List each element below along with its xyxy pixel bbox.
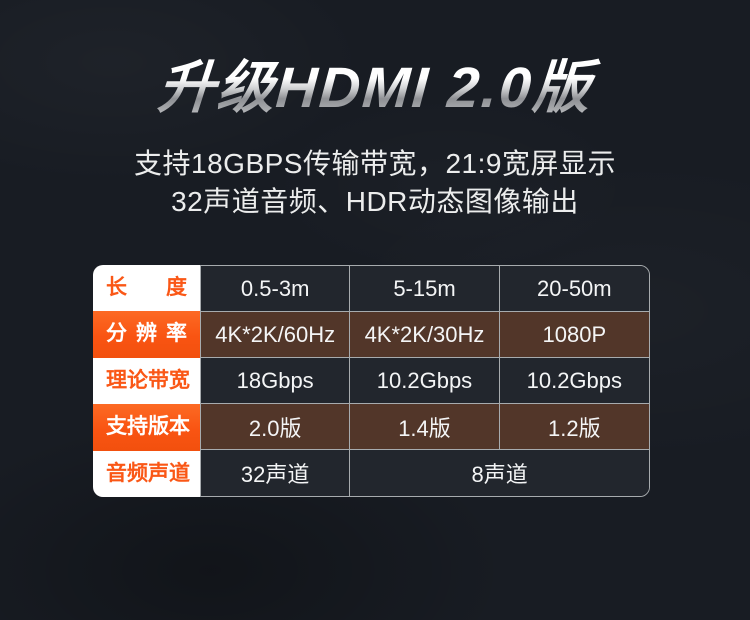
spec-table: 长度 分辨率 理论带宽 支持版本 音频声道 0.5-3m 5-15m 20-50… (93, 265, 650, 497)
row-label-version: 支持版本 (93, 404, 200, 451)
subtitle-line-2: 32声道音频、HDR动态图像输出 (171, 186, 579, 217)
spec-value: 10.2Gbps (350, 358, 500, 404)
page-title: 升级HDMI 2.0版 (0, 54, 750, 122)
spec-value: 1080P (499, 312, 649, 358)
subtitle: 支持18GBPS传输带宽，21:9宽屏显示 32声道音频、HDR动态图像输出 (0, 145, 750, 221)
spec-value: 2.0版 (201, 404, 351, 450)
spec-value: 5-15m (350, 266, 500, 312)
row-label-length: 长度 (106, 276, 187, 299)
row-label-bandwidth: 理论带宽 (106, 368, 190, 392)
spec-value-merged: 8声道 (350, 450, 649, 496)
subtitle-line-1: 支持18GBPS传输带宽，21:9宽屏显示 (134, 148, 616, 179)
spec-value: 4K*2K/30Hz (350, 312, 500, 358)
spec-value: 18Gbps (201, 358, 351, 404)
spec-value: 0.5-3m (201, 266, 351, 312)
spec-table-values: 0.5-3m 5-15m 20-50m 4K*2K/60Hz 4K*2K/30H… (200, 265, 650, 497)
spec-value: 20-50m (499, 266, 649, 312)
spec-value: 32声道 (201, 450, 351, 496)
spec-value: 4K*2K/60Hz (201, 312, 351, 358)
spec-value: 10.2Gbps (499, 358, 649, 404)
row-label-resolution: 分辨率 (93, 311, 200, 358)
row-label-channels: 音频声道 (106, 461, 190, 485)
spec-value: 1.4版 (350, 404, 500, 450)
spec-table-label-column: 长度 分辨率 理论带宽 支持版本 音频声道 (93, 265, 200, 497)
spec-value: 1.2版 (499, 404, 649, 450)
